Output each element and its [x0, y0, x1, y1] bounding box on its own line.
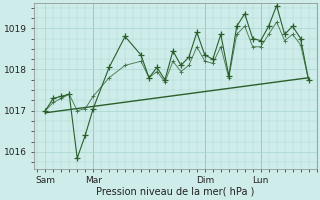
X-axis label: Pression niveau de la mer( hPa ): Pression niveau de la mer( hPa ): [96, 187, 254, 197]
